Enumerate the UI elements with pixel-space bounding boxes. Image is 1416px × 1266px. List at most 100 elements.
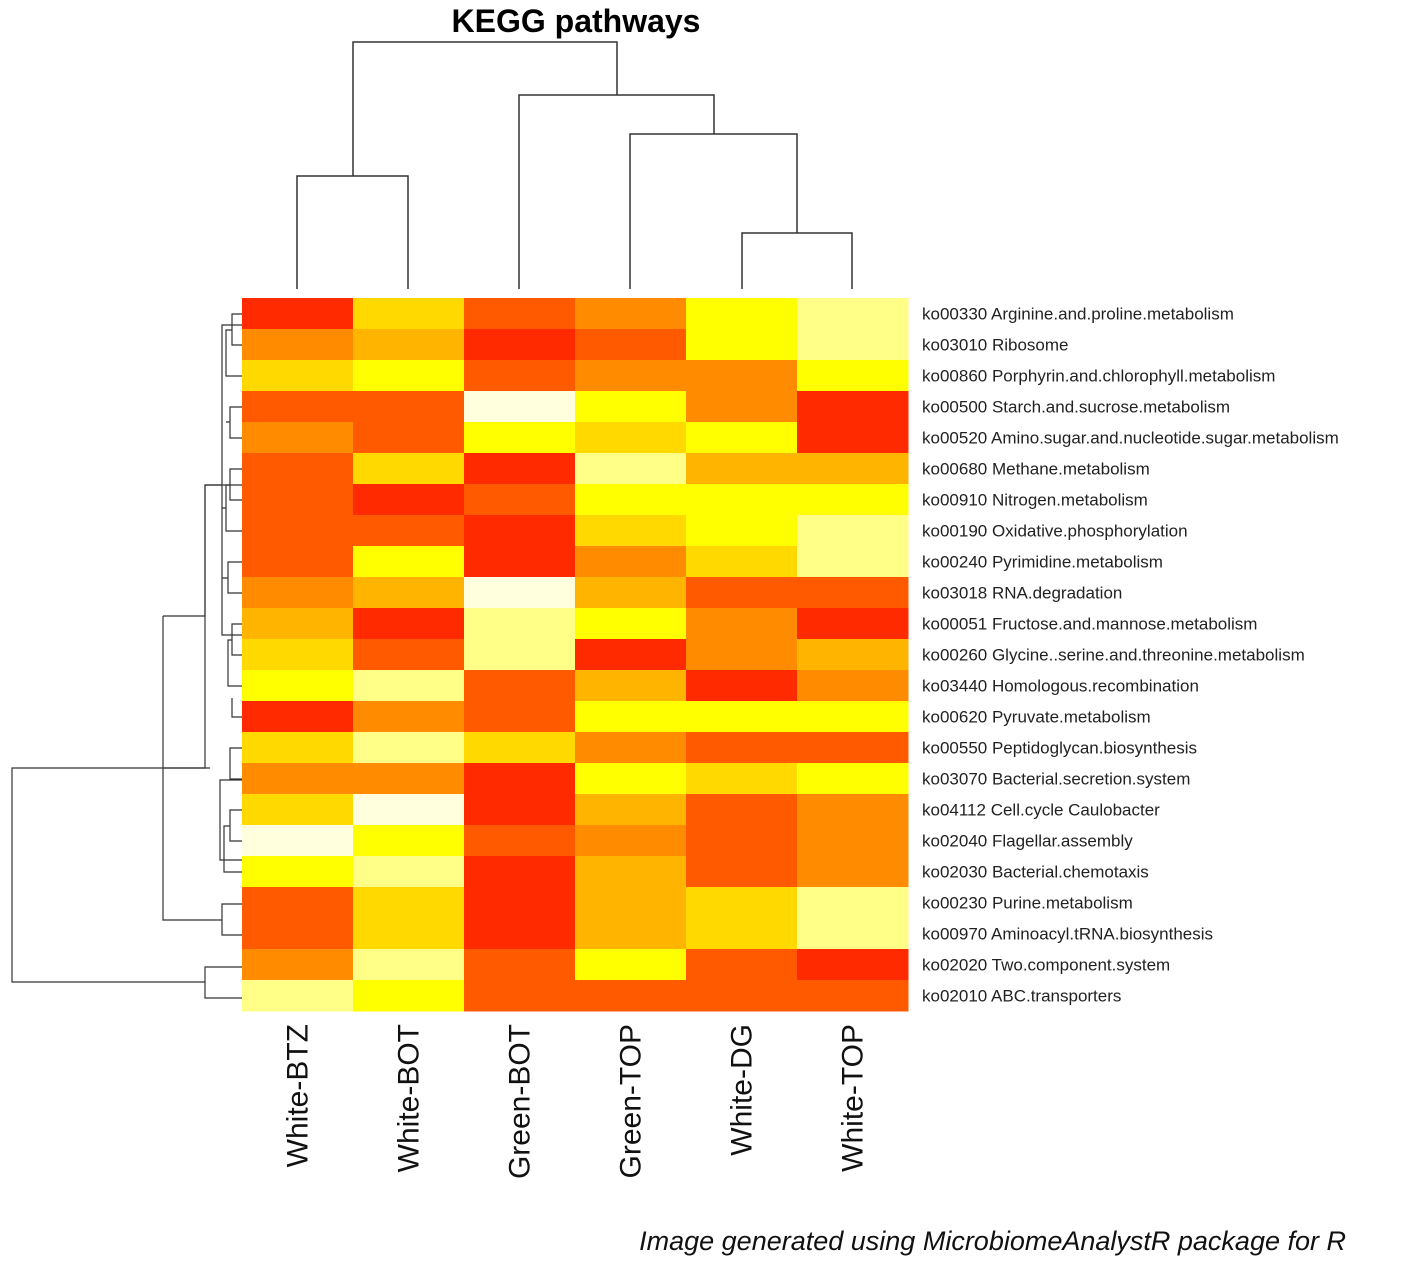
heatmap-cell: [353, 577, 465, 609]
heatmap-cell: [464, 825, 576, 857]
heatmap-cell: [242, 515, 354, 547]
heatmap-cell: [686, 391, 798, 423]
col-dendro-gbot-cluster: [518, 94, 715, 289]
row-dendro-fine-2: [226, 406, 242, 439]
heatmap-cell: [575, 298, 687, 330]
heatmap-cell: [686, 949, 798, 981]
heatmap-cell: [464, 918, 576, 950]
heatmap-cell: [353, 391, 465, 423]
heatmap-cell: [575, 577, 687, 609]
row-label: ko00860 Porphyrin.and.chlorophyll.metabo…: [922, 367, 1275, 386]
heatmap-cell: [464, 794, 576, 826]
row-label: ko02030 Bacterial.chemotaxis: [922, 863, 1149, 882]
chart-title: KEGG pathways: [452, 3, 701, 39]
heatmap-cell: [242, 639, 354, 671]
heatmap-cell: [575, 391, 687, 423]
heatmap-cell: [353, 732, 465, 764]
figure-caption: Image generated using MicrobiomeAnalystR…: [639, 1226, 1346, 1256]
heatmap-cell: [797, 546, 909, 578]
heatmap-cell: [797, 918, 909, 950]
row-label: ko00190 Oxidative.phosphorylation: [922, 522, 1188, 541]
heatmap-cell: [464, 856, 576, 888]
row-dendro-purine-aminoacyl: [210, 903, 242, 936]
row-label: ko04112 Cell.cycle Caulobacter: [922, 801, 1160, 820]
heatmap-cell: [464, 360, 576, 392]
heatmap-cell: [242, 360, 354, 392]
heatmap-cell: [464, 763, 576, 795]
row-dendrogram: [11, 313, 242, 999]
column-label: White-BOT: [393, 1024, 426, 1172]
heatmap-cell: [464, 670, 576, 702]
heatmap-cell: [353, 298, 465, 330]
heatmap-cell: [686, 825, 798, 857]
heatmap-cell: [686, 856, 798, 888]
row-labels: ko00330 Arginine.and.proline.metabolism k…: [922, 305, 1339, 1006]
heatmap-cell: [686, 422, 798, 454]
heatmap-cell: [797, 856, 909, 888]
heatmap-cell: [353, 825, 465, 857]
row-label: ko03440 Homologous.recombination: [922, 677, 1199, 696]
heatmap-cell: [353, 887, 465, 919]
row-dendro-main-top: [163, 485, 206, 617]
heatmap-cell: [686, 329, 798, 361]
heatmap-cell: [575, 453, 687, 485]
heatmap-cell: [797, 887, 909, 919]
row-dendro-twocomp-abc: [204, 966, 242, 999]
heatmap-cell: [575, 918, 687, 950]
heatmap-cell: [575, 546, 687, 578]
heatmap-cell: [686, 360, 798, 392]
row-label: ko00051 Fructose.and.mannose.metabolism: [922, 615, 1257, 634]
heatmap-cell: [464, 980, 576, 1012]
column-label: Green-BOT: [504, 1024, 537, 1179]
heatmap-cell: [353, 918, 465, 950]
heatmap-cell: [464, 577, 576, 609]
heatmap-cell: [242, 484, 354, 516]
heatmap-cells: [242, 298, 909, 1012]
heatmap-cell: [575, 856, 687, 888]
heatmap-cell: [575, 732, 687, 764]
heatmap-cell: [686, 701, 798, 733]
heatmap-cell: [686, 887, 798, 919]
heatmap-cell: [242, 825, 354, 857]
row-label: ko02010 ABC.transporters: [922, 987, 1121, 1006]
column-dendrogram: [296, 41, 853, 289]
col-dendro-btz-bot: [296, 175, 409, 289]
heatmap-cell: [686, 670, 798, 702]
row-dendro-fine-6: [223, 747, 242, 873]
heatmap-cell: [686, 980, 798, 1012]
heatmap-cell: [353, 546, 465, 578]
heatmap-cell: [242, 887, 354, 919]
row-label: ko00620 Pyruvate.metabolism: [922, 708, 1151, 727]
row-dendro-sub-a: [221, 324, 242, 636]
heatmap-cell: [353, 329, 465, 361]
heatmap-cell: [353, 670, 465, 702]
row-label: ko00970 Aminoacyl.tRNA.biosynthesis: [922, 925, 1213, 944]
heatmap-cell: [575, 825, 687, 857]
heatmap-cell: [464, 701, 576, 733]
row-dendro-fine-1: [225, 313, 242, 377]
heatmap-cell: [242, 732, 354, 764]
heatmap-cell: [242, 794, 354, 826]
heatmap-cell: [464, 546, 576, 578]
heatmap-cell: [242, 670, 354, 702]
heatmap-cell: [797, 980, 909, 1012]
heatmap-cell: [242, 577, 354, 609]
heatmap-cell: [353, 453, 465, 485]
heatmap-cell: [575, 887, 687, 919]
heatmap-cell: [575, 422, 687, 454]
heatmap-cell: [686, 639, 798, 671]
heatmap-cell: [464, 422, 576, 454]
heatmap-cell: [353, 422, 465, 454]
heatmap-cell: [575, 360, 687, 392]
row-dendro-fine-4: [222, 561, 242, 594]
heatmap-cell: [686, 453, 798, 485]
heatmap-cell: [575, 949, 687, 981]
heatmap-cell: [686, 298, 798, 330]
heatmap-cell: [353, 639, 465, 671]
row-label: ko00500 Starch.and.sucrose.metabolism: [922, 398, 1230, 417]
heatmap-cell: [575, 701, 687, 733]
heatmap-cell: [686, 577, 798, 609]
heatmap-cell: [353, 608, 465, 640]
row-dendro-fine-3: [222, 468, 242, 532]
